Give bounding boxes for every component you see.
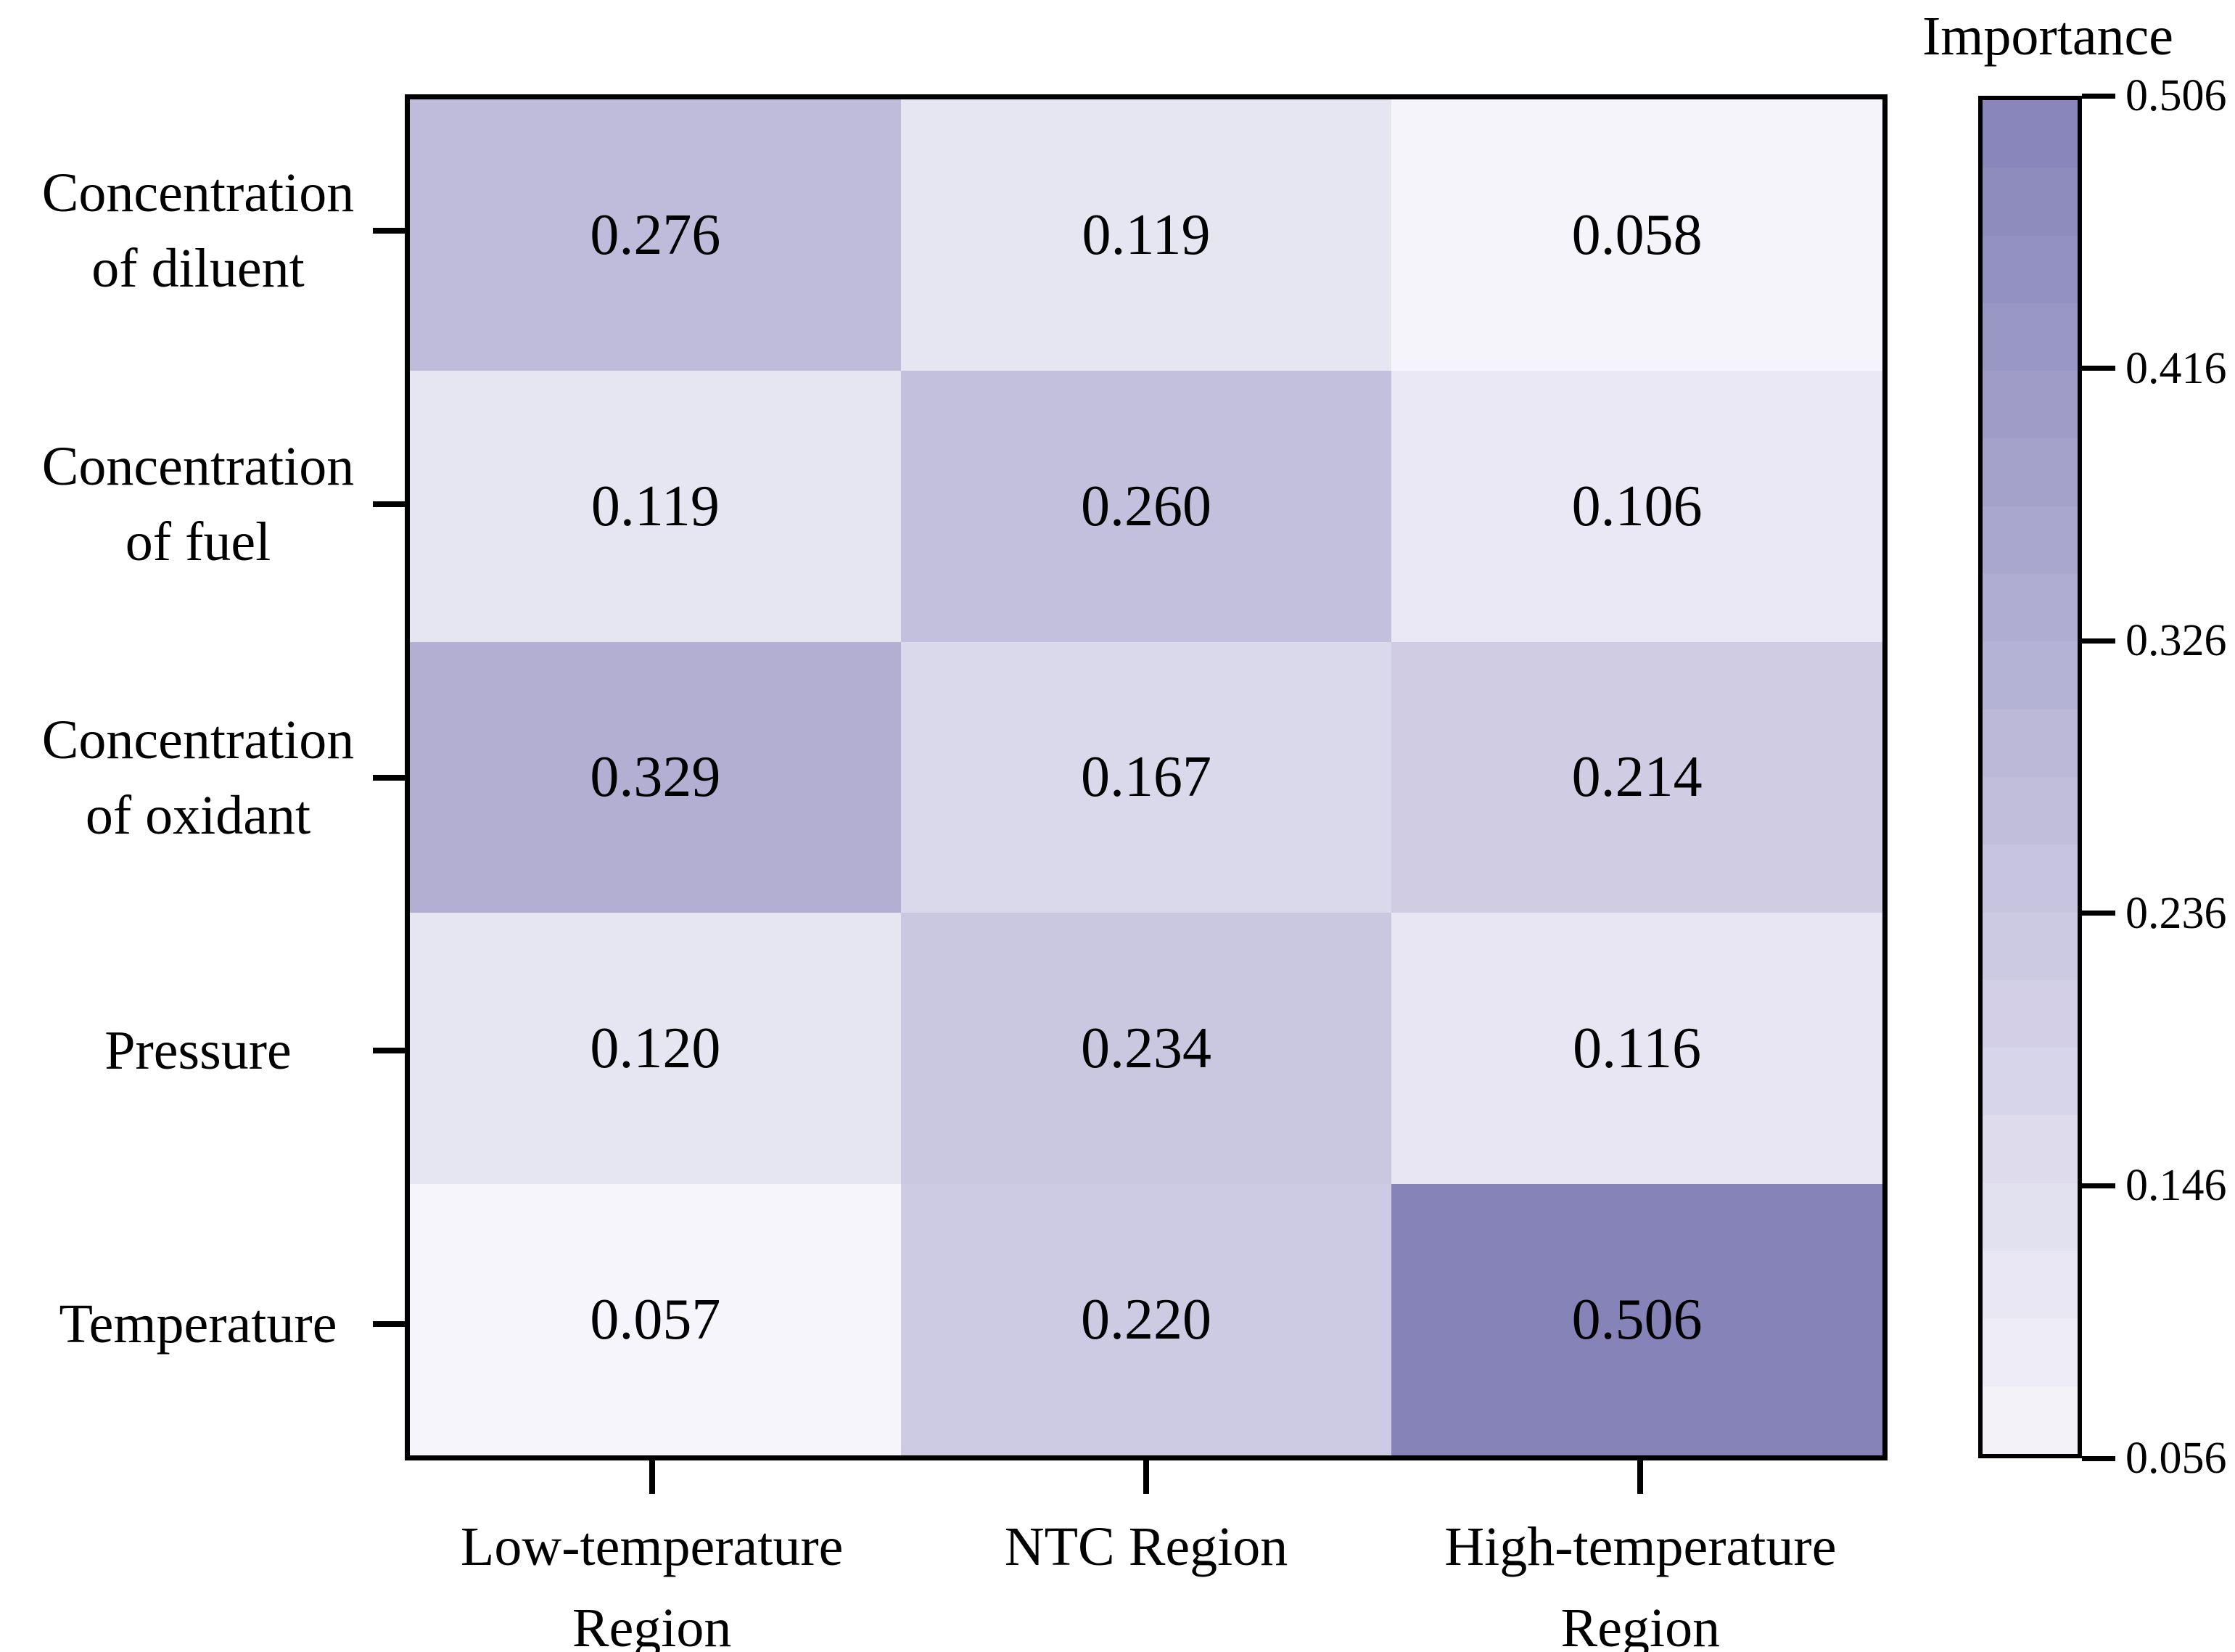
colorbar-band (1983, 100, 2078, 168)
colorbar-band (1983, 168, 2078, 236)
colorbar-band (1983, 1251, 2078, 1319)
heatmap-cell: 0.106 (1391, 370, 1882, 642)
colorbar-band (1983, 371, 2078, 439)
heatmap-cell: 0.116 (1391, 913, 1882, 1185)
x-axis-label-line: Low-temperature (460, 1516, 844, 1577)
colorbar-tick (2082, 93, 2115, 99)
heatmap-cell: 0.167 (900, 641, 1392, 913)
colorbar-band (1983, 845, 2078, 913)
x-axis-tick (1637, 1460, 1644, 1494)
y-axis-label: Concentration of fuel (0, 429, 396, 580)
heatmap-cell: 0.260 (900, 370, 1392, 642)
y-axis-tick (373, 501, 405, 507)
colorbar-tick-label: 0.236 (2125, 888, 2227, 938)
colorbar-band (1983, 574, 2078, 642)
colorbar-band (1983, 303, 2078, 371)
x-axis-label-line: Region (1560, 1598, 1721, 1652)
colorbar-tick-label: 0.326 (2125, 616, 2227, 666)
colorbar-band (1983, 709, 2078, 777)
colorbar-tick (2082, 1183, 2115, 1188)
heatmap-cell: 0.058 (1391, 99, 1882, 371)
colorbar-band (1983, 438, 2078, 506)
y-axis-label-line: Concentration (41, 709, 355, 770)
colorbar-band (1983, 1048, 2078, 1116)
colorbar-band (1983, 235, 2078, 303)
colorbar-tick (2082, 911, 2115, 916)
colorbar-band (1983, 912, 2078, 980)
colorbar-tick (2082, 638, 2115, 644)
y-axis-label-line: of diluent (91, 238, 305, 300)
y-axis-label-line: Concentration (41, 435, 355, 497)
heatmap-cell: 0.119 (410, 370, 901, 642)
heatmap-plot-area: 0.276 0.119 0.058 0.119 0.260 0.106 0.329 0.167… (405, 94, 1888, 1460)
heatmap-cell: 0.120 (410, 913, 901, 1185)
colorbar-tick-label: 0.416 (2125, 343, 2227, 393)
heatmap-cell: 0.506 (1391, 1184, 1882, 1455)
heatmap-cell: 0.214 (1391, 641, 1882, 913)
x-axis-label: Low-temperature Region (326, 1506, 979, 1652)
colorbar-tick (2082, 1455, 2115, 1461)
x-axis-label-line: Region (572, 1598, 732, 1652)
y-axis-label: Temperature (0, 1286, 396, 1362)
x-axis-tick (649, 1460, 655, 1494)
y-axis-label: Concentration of oxidant (0, 702, 396, 853)
colorbar-band (1983, 979, 2078, 1048)
y-axis-label-line: of oxidant (85, 784, 311, 846)
y-axis-label-line: Concentration (41, 163, 355, 224)
y-axis-tick (373, 1048, 405, 1054)
x-axis-label-line: High-temperature (1444, 1516, 1837, 1577)
heatmap-cell: 0.329 (410, 641, 901, 913)
heatmap-cell: 0.119 (900, 99, 1392, 371)
y-axis-label-line: Temperature (59, 1293, 337, 1355)
x-axis-label: NTC Region (820, 1506, 1473, 1587)
colorbar-band (1983, 1318, 2078, 1386)
y-axis-label-line: of fuel (125, 511, 271, 572)
x-axis-label-line: NTC Region (1004, 1516, 1288, 1577)
colorbar-band (1983, 1386, 2078, 1454)
colorbar-title: Importance (1922, 6, 2174, 67)
heatmap-cell: 0.220 (900, 1184, 1392, 1455)
colorbar-band (1983, 506, 2078, 575)
y-axis-tick (373, 1320, 405, 1327)
y-axis-label-line: Pressure (104, 1020, 292, 1082)
y-axis-label: Pressure (0, 1013, 396, 1088)
y-axis-label: Concentration of diluent (0, 155, 396, 306)
y-axis-tick (373, 228, 405, 234)
colorbar-tick (2082, 366, 2115, 371)
colorbar-tick-label: 0.506 (2125, 71, 2227, 120)
x-axis-tick (1143, 1460, 1149, 1494)
x-axis-label: High-temperature Region (1314, 1506, 1967, 1652)
heatmap-cell: 0.234 (900, 913, 1392, 1185)
colorbar-band (1983, 776, 2078, 845)
colorbar-band (1983, 1183, 2078, 1252)
colorbar-band (1983, 1115, 2078, 1183)
colorbar-tick-label: 0.146 (2125, 1161, 2227, 1211)
colorbar-band (1983, 641, 2078, 710)
heatmap-cell: 0.276 (410, 99, 901, 371)
y-axis-tick (373, 774, 405, 781)
heatmap-cell: 0.057 (410, 1184, 901, 1455)
colorbar (1978, 96, 2082, 1458)
colorbar-tick-label: 0.056 (2125, 1434, 2227, 1483)
